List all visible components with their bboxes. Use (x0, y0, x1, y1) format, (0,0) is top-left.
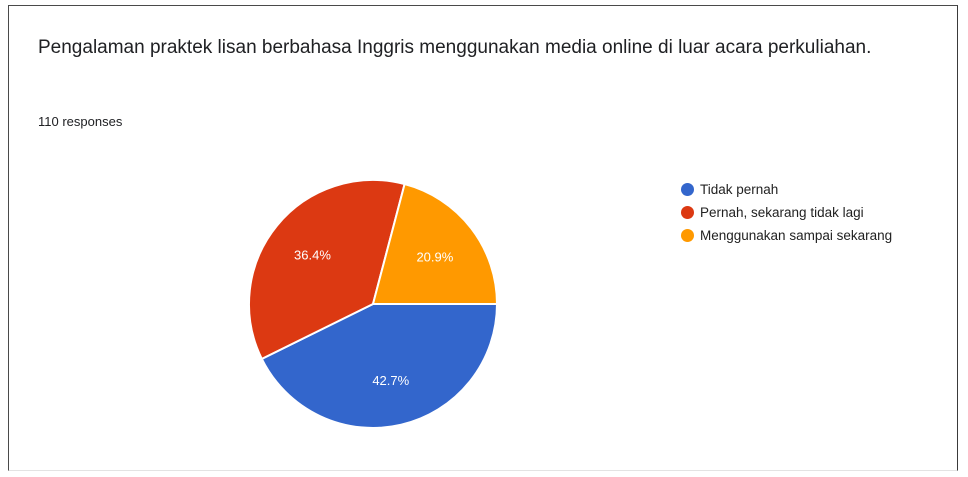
pie-slice-menggunakan[interactable] (371, 182, 499, 305)
legend-label: Tidak pernah (700, 182, 779, 197)
legend-item: Menggunakan sampai sekarang (681, 224, 892, 247)
legend-label: Pernah, sekarang tidak lagi (700, 205, 864, 220)
legend-swatch-pernah (681, 206, 694, 219)
legend-item: Tidak pernah (681, 178, 892, 201)
legend-swatch-menggunakan (681, 229, 694, 242)
chart-legend: Tidak pernah Pernah, sekarang tidak lagi… (681, 178, 892, 247)
slice-percent-label: 42.7% (372, 373, 409, 388)
legend-label: Menggunakan sampai sekarang (700, 228, 893, 243)
legend-item: Pernah, sekarang tidak lagi (681, 201, 892, 224)
legend-swatch-tidak-pernah (681, 183, 694, 196)
question-title: Pengalaman praktek lisan berbahasa Inggr… (38, 37, 872, 58)
response-count: 110 responses (38, 114, 123, 129)
pie-slice-tidak-pernah[interactable] (260, 303, 499, 429)
question-card: Pengalaman praktek lisan berbahasa Inggr… (8, 5, 958, 471)
slice-percent-label: 20.9% (416, 249, 453, 264)
pie-slice-pernah[interactable] (248, 179, 406, 361)
slice-percent-label: 36.4% (294, 248, 331, 263)
pie-chart: 42.7% 36.4% 20.9% (248, 179, 499, 429)
